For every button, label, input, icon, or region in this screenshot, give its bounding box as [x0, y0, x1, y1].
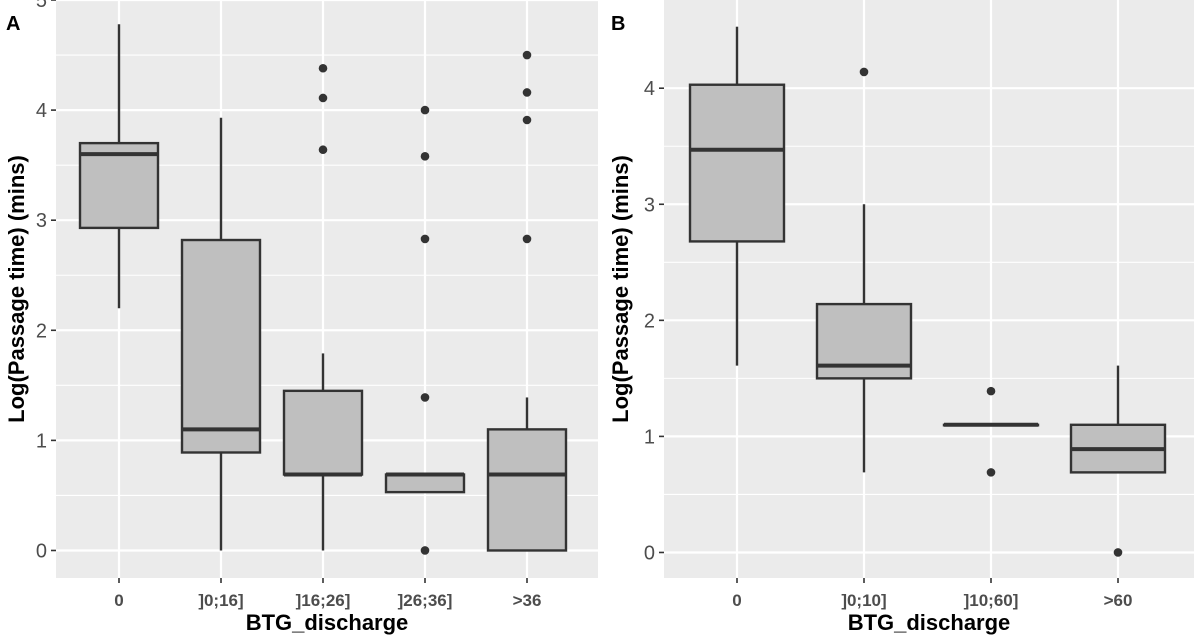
outlier-point: [420, 234, 430, 244]
box-iqr: [180, 238, 262, 454]
outlier-point: [318, 145, 328, 155]
x-tick-label: >36: [513, 591, 542, 610]
boxes-a: [78, 24, 568, 555]
outlier-point: [420, 105, 430, 115]
x-tick-label: 0: [114, 591, 123, 610]
y-tick-label: 1: [36, 430, 47, 452]
box-group: [942, 386, 1040, 477]
box-group: [282, 63, 364, 551]
x-tick-label: 0: [732, 591, 741, 610]
outlier-point: [420, 393, 430, 402]
panel-b: 0 1 2 3 4 0 ]0;10] ]10;60] >60 B BTG_discharge L…: [608, 0, 1194, 635]
outlier-point: [986, 386, 996, 396]
panel-label-b: B: [611, 13, 625, 35]
outlier-point: [522, 234, 532, 244]
y-tick-label: 0: [36, 540, 47, 562]
box-group: [688, 26, 786, 366]
x-tick-label: ]0;10]: [841, 591, 886, 610]
box-iqr: [282, 389, 364, 476]
outlier-point: [420, 152, 430, 161]
y-tick-label: 1: [644, 426, 655, 448]
y-tick-label: 4: [36, 100, 47, 122]
outlier-point: [1113, 548, 1123, 557]
x-axis-title-b: BTG_discharge: [848, 610, 1011, 635]
panel-a: 0 1 2 3 4 5 0 ]0;16] ]16;26] ]26;36] >36 A BTG_dis…: [4, 0, 598, 635]
panel-label-a: A: [6, 13, 20, 35]
y-tick-label: 4: [644, 78, 655, 100]
box-group: [384, 105, 466, 555]
x-tick-label: ]26;36]: [398, 591, 453, 610]
axes-b: 0 1 2 3 4 0 ]0;10] ]10;60] >60: [644, 78, 1133, 610]
y-tick-label: 0: [644, 542, 655, 564]
box-group: [180, 117, 262, 551]
box-group: [486, 50, 568, 552]
y-tick-label: 3: [644, 194, 655, 216]
box-group: [78, 24, 160, 309]
y-tick-label: 2: [644, 310, 655, 332]
outlier-point: [522, 50, 532, 60]
outlier-point: [420, 546, 430, 555]
axes-a: 0 1 2 3 4 5 0 ]0;16] ]16;26] ]26;36] >36: [36, 0, 542, 610]
box-iqr: [384, 473, 466, 494]
x-tick-label: ]10;60]: [964, 591, 1019, 610]
boxes-b: [688, 26, 1167, 557]
box-iqr: [486, 428, 568, 552]
outlier-point: [522, 115, 532, 125]
box-group: [1069, 365, 1167, 557]
x-axis-title-a: BTG_discharge: [246, 610, 409, 635]
y-axis-title-b: Log(Passage time) (mins): [608, 155, 633, 423]
outlier-point: [318, 63, 328, 73]
outlier-point: [522, 88, 532, 97]
box-iqr: [688, 83, 786, 243]
outlier-point: [986, 468, 996, 477]
outlier-point: [859, 67, 869, 77]
outlier-point: [318, 93, 328, 103]
y-tick-label: 2: [36, 320, 47, 342]
box-iqr: [78, 141, 160, 230]
y-tick-label: 5: [36, 0, 47, 12]
box-group: [815, 67, 913, 473]
x-tick-label: ]0;16]: [198, 591, 243, 610]
y-tick-label: 3: [36, 210, 47, 232]
x-tick-label: ]16;26]: [296, 591, 351, 610]
x-tick-label: >60: [1104, 591, 1133, 610]
y-axis-title-a: Log(Passage time) (mins): [4, 155, 29, 423]
